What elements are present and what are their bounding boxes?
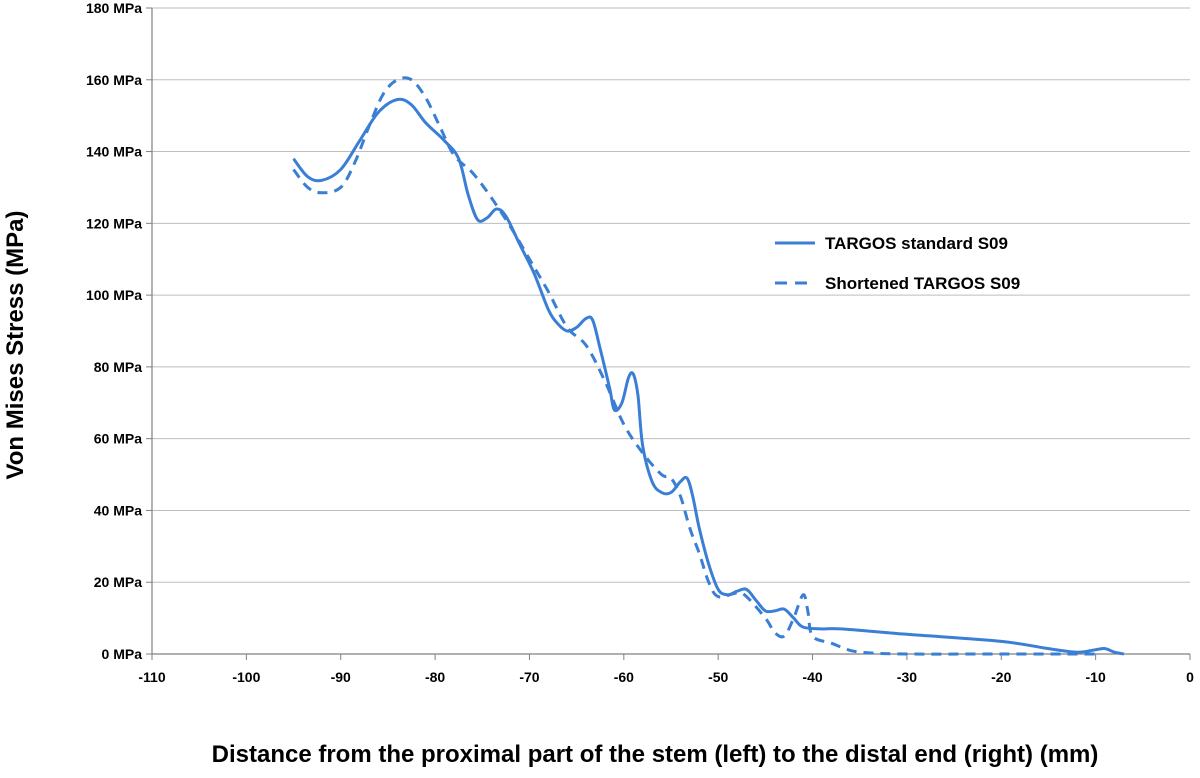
y-tick-label: 20 MPa (94, 574, 142, 590)
y-tick-label: 0 MPa (102, 646, 143, 662)
x-tick-label: -100 (232, 669, 260, 685)
y-tick-label: 40 MPa (94, 502, 142, 518)
y-axis-title: Von Mises Stress (MPa) (2, 211, 29, 480)
y-tick-label: 60 MPa (94, 431, 142, 447)
x-tick-label: -20 (991, 669, 1011, 685)
y-tick-label: 100 MPa (86, 287, 142, 303)
legend-label: Shortened TARGOS S09 (825, 274, 1020, 293)
y-tick-label: 140 MPa (86, 144, 142, 160)
x-tick-label: 0 (1186, 669, 1194, 685)
x-axis-title: Distance from the proximal part of the s… (212, 741, 1099, 768)
series-line-shortened (292, 76, 1096, 656)
y-tick-label: 180 MPa (86, 0, 142, 16)
series-layer (292, 76, 1125, 656)
x-tick-label: -90 (331, 669, 351, 685)
x-tick-label: -50 (708, 669, 728, 685)
legend: TARGOS standard S09 Shortened TARGOS S09 (775, 234, 1020, 293)
x-tick-label: -40 (802, 669, 822, 685)
x-tick-label: -80 (425, 669, 445, 685)
legend-label: TARGOS standard S09 (825, 234, 1008, 253)
y-tick-label: 80 MPa (94, 359, 142, 375)
axes-layer: 0 MPa 20 MPa 40 MPa 60 MPa 80 MPa 100 MPa 120 … (86, 0, 1194, 685)
x-tick-label: -110 (138, 669, 165, 685)
x-tick-label: -30 (897, 669, 917, 685)
x-tick-label: -60 (614, 669, 634, 685)
x-tick-label: -10 (1086, 669, 1106, 685)
y-tick-label: 160 MPa (86, 72, 142, 88)
series-line-standard (292, 97, 1125, 656)
grid-layer (152, 7, 1190, 583)
y-tick-label: 120 MPa (86, 215, 142, 231)
x-tick-label: -70 (519, 669, 539, 685)
